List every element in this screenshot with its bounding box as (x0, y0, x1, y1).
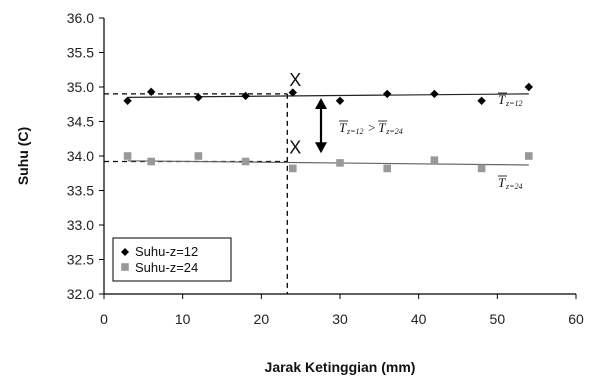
y-tick-label: 35.5 (67, 45, 94, 61)
t-subscript: z=12 (505, 99, 523, 108)
trendline-series-1 (127, 93, 529, 98)
legend-label-z24: Suhu-z=24 (135, 260, 198, 275)
point-square-z24 (336, 159, 344, 167)
point-diamond-z12 (194, 93, 203, 102)
t-symbol: T (378, 120, 386, 135)
legend-square-marker (121, 263, 129, 271)
t-symbol: T (498, 92, 506, 107)
y-tick-label: 35.0 (67, 79, 94, 95)
x-marker-lower: X (289, 138, 301, 158)
y-axis-title: Suhu (C) (15, 127, 31, 185)
point-square-z24 (194, 152, 203, 160)
arrow-head-down (315, 142, 327, 154)
data-points (123, 82, 533, 173)
point-square-z24 (289, 164, 297, 173)
point-diamond-z12 (241, 91, 250, 101)
point-diamond-z12 (147, 87, 156, 97)
trendlines (127, 93, 529, 166)
t-subscript: z=12 (346, 127, 364, 136)
point-diamond-z12 (335, 96, 345, 105)
x-tick-label: 30 (332, 311, 348, 327)
point-square-z24 (123, 152, 132, 160)
x-tick-label: 60 (568, 311, 584, 327)
legend-label-z12: Suhu-z=12 (135, 244, 198, 259)
point-diamond-z12 (477, 96, 486, 105)
legend-diamond-marker (121, 248, 129, 256)
point-diamond-z12 (524, 82, 533, 92)
y-tick-label: 36.0 (67, 10, 94, 26)
comparison-gt-sign: > (367, 120, 376, 135)
point-square-z24 (383, 164, 391, 173)
y-tick-label: 34.5 (67, 114, 94, 130)
ticks: 0 10 20 30 40 50 60 32.0 32.5 33.0 33.5 34.0 34.5 35.… (67, 10, 584, 327)
y-tick-label: 34.0 (67, 148, 94, 164)
y-tick-label: 33.5 (67, 183, 94, 199)
point-square-z24 (147, 157, 155, 166)
point-diamond-z12 (123, 96, 132, 105)
x-tick-label: 10 (175, 311, 191, 327)
point-square-z24 (241, 157, 250, 166)
point-square-z24 (525, 152, 533, 160)
point-square-z24 (477, 164, 486, 173)
trendline-series-2 (127, 160, 529, 166)
arrow-head-up (315, 98, 327, 110)
x-tick-label: 50 (490, 311, 506, 327)
x-tick-label: 0 (100, 311, 108, 327)
t-subscript: z=24 (505, 182, 523, 191)
y-tick-label: 33.0 (67, 217, 94, 233)
point-square-z24 (430, 156, 439, 164)
point-diamond-z12 (383, 89, 392, 99)
y-tick-label: 32.0 (67, 286, 94, 302)
y-tick-label: 32.5 (67, 252, 94, 268)
x-axis-title: Jarak Ketinggian (mm) (265, 359, 416, 375)
x-tick-label: 40 (411, 311, 427, 327)
legend: Suhu-z=12 Suhu-z=24 (112, 237, 232, 282)
x-tick-label: 20 (254, 311, 270, 327)
legend-box (112, 237, 232, 282)
t-symbol: T (498, 175, 506, 190)
point-diamond-z12 (430, 89, 439, 99)
point-diamond-z12 (288, 88, 297, 97)
t-subscript: z=24 (385, 127, 403, 136)
x-marker-upper: X (289, 70, 301, 90)
t-symbol: T (339, 120, 347, 135)
